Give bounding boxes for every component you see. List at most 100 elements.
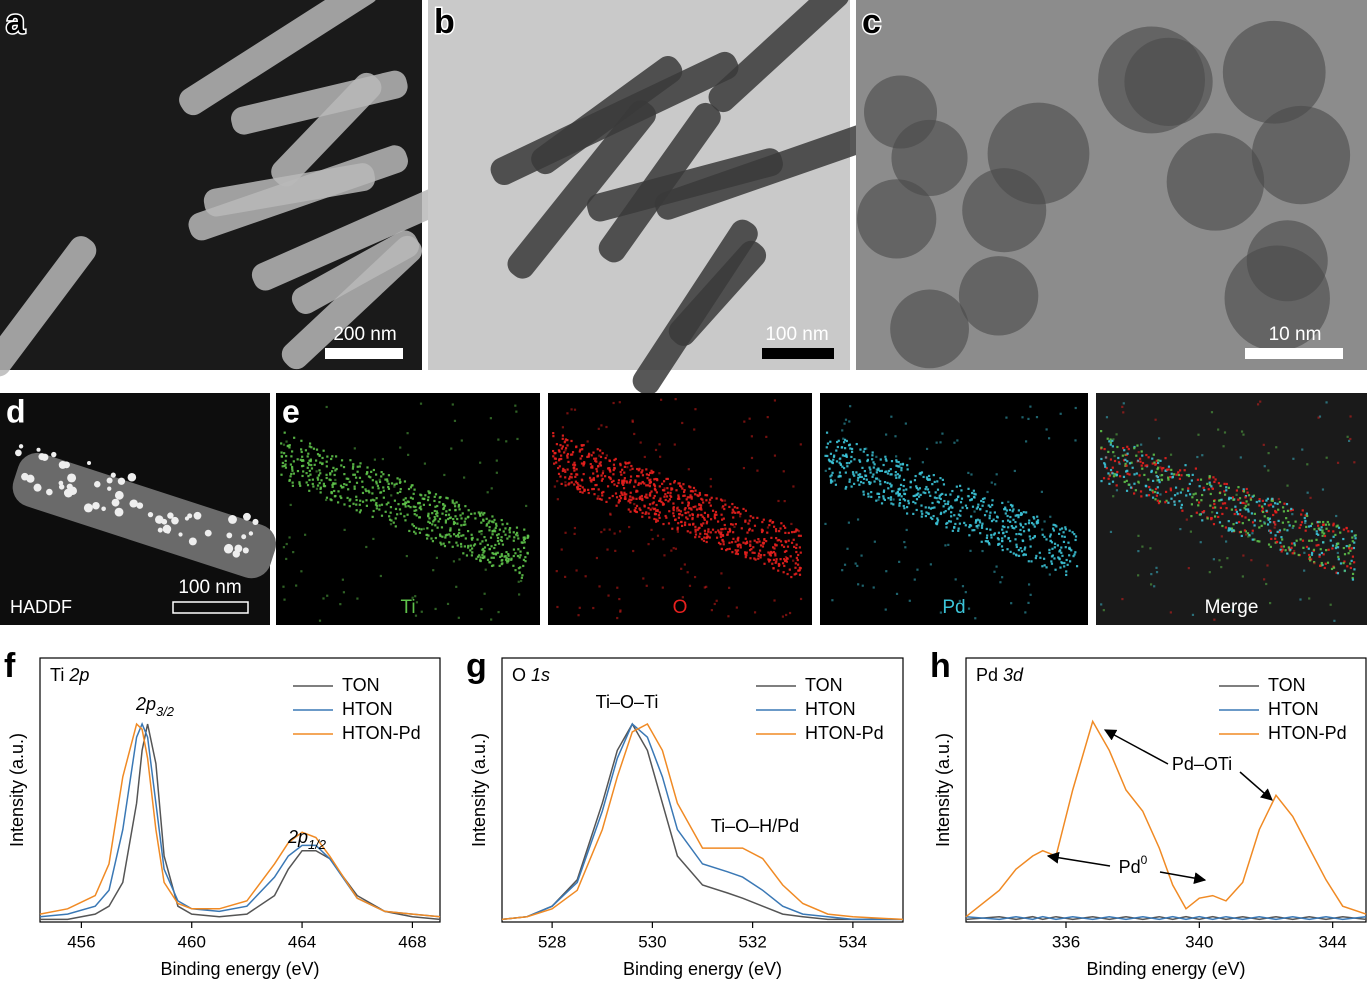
map-pixel (1241, 515, 1244, 518)
map-pixel (573, 526, 577, 530)
map-pixel (1167, 476, 1170, 479)
map-pixel (599, 455, 603, 459)
map-pixel (304, 533, 307, 536)
map-pixel (658, 443, 661, 446)
map-pixel (855, 471, 858, 474)
map-pixel (1351, 578, 1355, 581)
map-pixel (896, 473, 899, 476)
map-pixel (672, 512, 675, 515)
map-pixel (1332, 566, 1336, 569)
map-pixel (655, 520, 658, 523)
panel-subtitle: Pd 3d (976, 665, 1024, 685)
map-pixel (783, 499, 786, 503)
map-pixel (1210, 485, 1213, 488)
map-pixel (382, 496, 385, 499)
map-pixel (524, 556, 527, 559)
map-pixel (977, 524, 980, 527)
map-pixel (948, 506, 951, 509)
map-pixel (485, 523, 489, 526)
map-pixel (348, 480, 351, 483)
map-pixel (639, 508, 642, 512)
map-pixel (387, 482, 390, 485)
map-pixel (599, 464, 603, 467)
map-pixel (1274, 537, 1277, 540)
map-pixel (675, 509, 679, 512)
map-pixel (721, 534, 725, 537)
map-pixel (766, 416, 769, 419)
map-pixel (486, 558, 490, 561)
map-pixel (915, 486, 919, 490)
map-pixel (1209, 492, 1212, 496)
map-pixel (293, 436, 296, 439)
map-pixel (884, 458, 887, 461)
map-pixel (1280, 545, 1283, 548)
map-pixel (433, 499, 436, 503)
map-pixel (1244, 502, 1247, 505)
map-pixel (985, 527, 988, 531)
map-pixel (1260, 505, 1264, 508)
map-pixel (1228, 496, 1231, 499)
map-pixel (484, 539, 488, 542)
map-pixel (283, 464, 286, 468)
map-pixel (1263, 503, 1266, 506)
map-pixel (1043, 564, 1046, 567)
map-pixel (478, 530, 481, 533)
map-pixel (1015, 533, 1018, 536)
annotation-text: Ti–O–H/Pd (711, 816, 799, 836)
map-pixel (708, 536, 711, 539)
map-pixel (857, 476, 860, 479)
map-pixel (1006, 514, 1009, 518)
panel-subtitle: O 1s (512, 665, 550, 685)
map-pixel (799, 534, 802, 537)
map-pixel (622, 481, 625, 484)
map-pixel (440, 543, 443, 546)
map-pixel (1019, 547, 1022, 550)
map-pixel (782, 571, 785, 574)
map-pixel (1187, 487, 1190, 490)
map-pixel (690, 497, 693, 500)
map-pixel (612, 468, 615, 472)
map-pixel (282, 585, 285, 588)
map-pixel (709, 477, 712, 481)
map-pixel (1050, 560, 1053, 563)
map-pixel (488, 548, 491, 551)
map-pixel (285, 557, 288, 561)
map-pixel (1145, 494, 1148, 497)
map-pixel (1217, 428, 1220, 431)
map-pixel (885, 470, 888, 473)
map-pixel (919, 493, 922, 497)
map-pixel (1315, 538, 1318, 541)
map-pixel (947, 543, 950, 546)
map-pixel (1218, 499, 1221, 502)
map-pixel (949, 505, 953, 508)
map-pixel (1151, 462, 1154, 465)
scale-bar-label: 100 nm (178, 577, 241, 598)
map-pixel (418, 501, 421, 505)
map-pixel (385, 478, 389, 481)
map-pixel (842, 467, 846, 470)
map-pixel (1111, 439, 1114, 442)
map-pixel (1299, 523, 1302, 527)
map-pixel (444, 519, 448, 522)
map-pixel (722, 517, 725, 520)
map-pixel (365, 489, 368, 493)
map-pixel (987, 504, 990, 507)
map-pixel (686, 571, 689, 574)
map-pixel (700, 508, 703, 511)
map-pixel (681, 487, 684, 490)
map-pixel (1014, 525, 1018, 528)
map-pixel (1253, 524, 1256, 527)
map-pixel (503, 555, 506, 558)
map-pixel (1185, 494, 1188, 497)
map-pixel (491, 533, 494, 536)
map-pixel (898, 465, 901, 468)
map-pixel (734, 523, 737, 526)
map-pixel (301, 474, 304, 478)
map-pixel (1005, 530, 1008, 533)
map-pixel (651, 537, 654, 541)
map-pixel (1213, 515, 1217, 518)
map-pixel (1334, 546, 1338, 550)
map-pixel (940, 511, 943, 514)
map-pixel (436, 504, 439, 508)
map-pixel (480, 533, 483, 536)
